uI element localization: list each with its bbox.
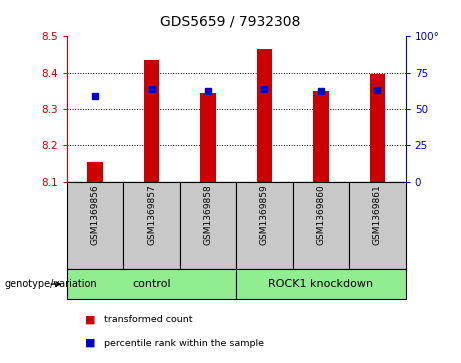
Text: GSM1369857: GSM1369857 bbox=[147, 184, 156, 245]
Text: GSM1369858: GSM1369858 bbox=[203, 184, 213, 245]
Text: transformed count: transformed count bbox=[104, 315, 192, 324]
Bar bbox=[200, 93, 216, 182]
FancyBboxPatch shape bbox=[236, 182, 293, 269]
Text: GDS5659 / 7932308: GDS5659 / 7932308 bbox=[160, 15, 301, 29]
Bar bbox=[313, 91, 329, 182]
Text: control: control bbox=[132, 279, 171, 289]
Bar bbox=[257, 49, 272, 182]
Text: ■: ■ bbox=[85, 314, 96, 325]
FancyBboxPatch shape bbox=[293, 182, 349, 269]
Bar bbox=[87, 162, 103, 182]
FancyBboxPatch shape bbox=[180, 182, 236, 269]
FancyBboxPatch shape bbox=[236, 269, 406, 299]
Bar bbox=[144, 60, 160, 182]
Text: GSM1369856: GSM1369856 bbox=[90, 184, 100, 245]
Bar bbox=[370, 74, 385, 182]
Text: GSM1369860: GSM1369860 bbox=[316, 184, 325, 245]
FancyBboxPatch shape bbox=[123, 182, 180, 269]
FancyBboxPatch shape bbox=[67, 182, 123, 269]
Text: GSM1369861: GSM1369861 bbox=[373, 184, 382, 245]
Text: ROCK1 knockdown: ROCK1 knockdown bbox=[268, 279, 373, 289]
Text: ■: ■ bbox=[85, 338, 96, 348]
Text: genotype/variation: genotype/variation bbox=[5, 279, 97, 289]
Text: percentile rank within the sample: percentile rank within the sample bbox=[104, 339, 264, 347]
Text: GSM1369859: GSM1369859 bbox=[260, 184, 269, 245]
FancyBboxPatch shape bbox=[349, 182, 406, 269]
FancyBboxPatch shape bbox=[67, 269, 236, 299]
